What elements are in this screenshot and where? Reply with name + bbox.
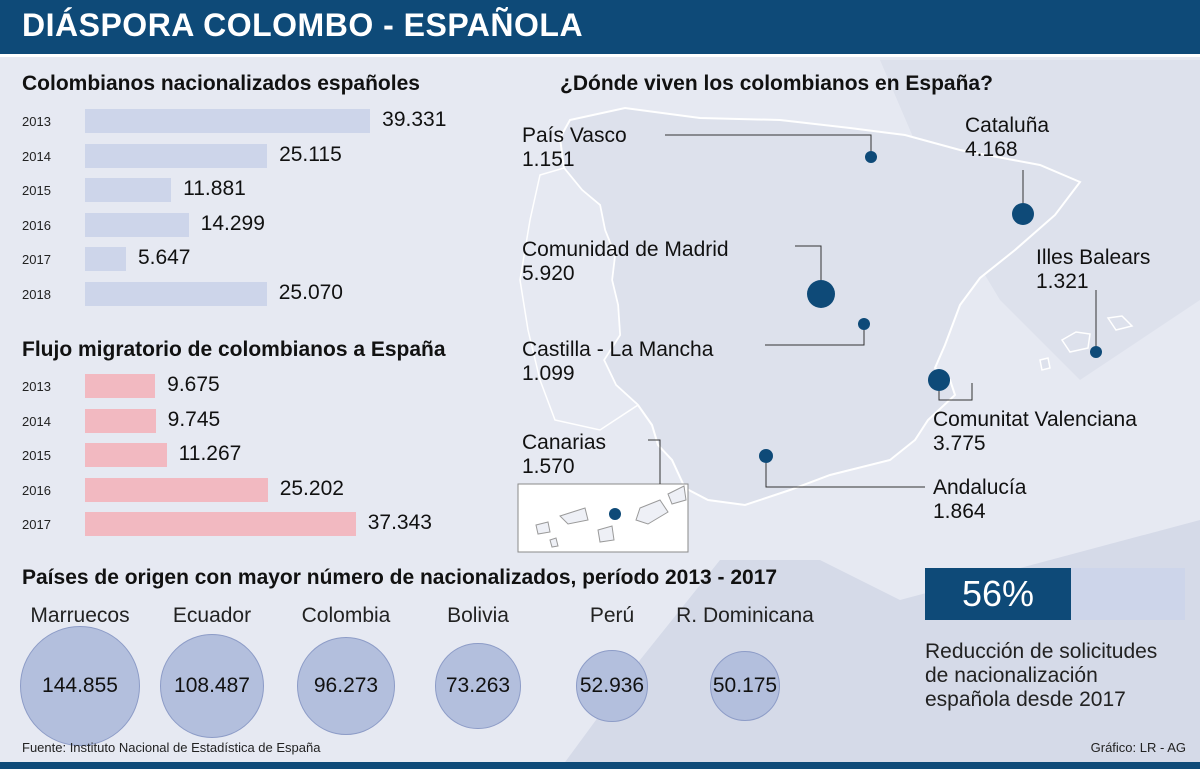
nacionalizados-bar: [85, 212, 189, 237]
map-point-name: Andalucía: [933, 476, 1027, 499]
map-point-label: Canarias 1.570: [522, 431, 606, 479]
country-value: 144.855: [42, 674, 118, 697]
map-point-name: Comunidad de Madrid: [522, 238, 729, 261]
map-point-name: Illes Balears: [1036, 246, 1151, 269]
map-point-value: 5.920: [522, 262, 575, 285]
flujo-value-label: 9.745: [167, 407, 221, 431]
map-point-name: Comunitat Valenciana: [933, 408, 1137, 431]
nacionalizados-bar: [85, 109, 371, 133]
country-name: Perú: [589, 604, 635, 627]
country-name: Colombia: [301, 604, 391, 627]
map-point-value: 1.570: [522, 455, 575, 478]
nacionalizados-bar: [85, 281, 267, 306]
map-point-label: Andalucía 1.864: [933, 476, 1026, 524]
flujo-bar: [85, 477, 268, 502]
credit-note: Gráfico: LR - AG: [1090, 740, 1186, 755]
flujo-year-label: 2015: [22, 448, 51, 463]
page-title: DIÁSPORA COLOMBO - ESPAÑOLA: [22, 7, 584, 43]
reduction-percent-fill: [925, 568, 1071, 620]
flujo-year-label: 2017: [22, 517, 51, 532]
map-point-value: 4.168: [965, 138, 1018, 161]
nacionalizados-value-label: 25.070: [278, 280, 343, 304]
nacionalizados-bar: [85, 143, 268, 168]
map-point-name: Cataluña: [965, 114, 1050, 137]
map-point-label: Illes Balears 1.321: [1036, 246, 1150, 294]
paises-title: Países de origen con mayor número de nac…: [22, 566, 778, 589]
country-circle: [709, 650, 781, 722]
flujo-title: Flujo migratorio de colombianos a España: [22, 338, 446, 361]
nacionalizados-year-label: 2013: [22, 114, 51, 129]
country-circle: [435, 643, 521, 729]
country-value: 50.175: [712, 674, 778, 697]
nacionalizados-value-label: 5.647: [137, 246, 191, 269]
reduction-description-line: Reducción de solicitudes: [925, 640, 1158, 663]
bottom-bar: [0, 762, 1200, 769]
map-point-value: 1.864: [933, 500, 986, 523]
nacionalizados-year-label: 2015: [22, 183, 51, 198]
map-point-label: Comunitat Valenciana 3.775: [933, 408, 1137, 456]
map-point-name: Canarias: [522, 431, 607, 454]
country-name: Marruecos: [30, 604, 130, 627]
flujo-value-label: 9.675: [167, 373, 220, 396]
map-point-name: Castilla - La Mancha: [522, 338, 714, 361]
country-name: R. Dominicana: [676, 604, 814, 627]
map-point-value: 1.099: [522, 362, 575, 385]
country-circle: [297, 637, 395, 735]
map-point-label: País Vasco 1.151: [522, 124, 627, 172]
nacionalizados-year-label: 2016: [22, 217, 51, 233]
nacionalizados-value-label: 25.115: [279, 142, 342, 166]
nacionalizados-title: Colombianos nacionalizados españoles: [22, 72, 420, 95]
flujo-year-label: 2016: [22, 482, 51, 498]
nacionalizados-bar: [85, 247, 126, 271]
flujo-value-label: 11.267: [178, 442, 242, 465]
reduction-description-line: de nacionalización: [925, 664, 1098, 687]
map-point-value: 3.775: [933, 432, 986, 455]
nacionalizados-bar: [85, 178, 172, 202]
flujo-value-label: 25.202: [279, 476, 344, 500]
reduction-percent-bar: 56%: [925, 568, 1185, 620]
reduction-percent-label: 56%: [961, 573, 1035, 614]
header-banner: DIÁSPORA COLOMBO - ESPAÑOLA: [0, 0, 1200, 57]
flujo-bar: [85, 443, 167, 467]
country-circle: [20, 626, 140, 746]
nacionalizados-year-label: 2018: [22, 286, 51, 302]
country-value: 96.273: [313, 674, 379, 697]
country-circle: [160, 634, 264, 738]
source-note: Fuente: Instituto Nacional de Estadístic…: [22, 740, 321, 755]
flujo-value-label: 37.343: [367, 511, 432, 534]
country-circle: [575, 649, 649, 723]
country-value: 52.936: [579, 674, 645, 697]
map-point-label: Castilla - La Mancha 1.099: [522, 338, 713, 386]
map-point-value: 1.321: [1036, 270, 1089, 293]
nacionalizados-year-label: 2014: [22, 148, 51, 164]
flujo-year-label: 2013: [22, 379, 51, 394]
nacionalizados-year-label: 2017: [22, 252, 51, 267]
reduction-description-line: española desde 2017: [925, 688, 1126, 711]
flujo-year-label: 2014: [22, 413, 51, 429]
map-point-name: País Vasco: [522, 124, 627, 147]
map-point-label: Cataluña 4.168: [965, 114, 1049, 162]
nacionalizados-value-label: 11.881: [183, 177, 246, 200]
flujo-bar: [85, 512, 356, 536]
map-point-value: 1.151: [522, 148, 575, 171]
map-title: ¿Dónde viven los colombianos en España?: [560, 72, 993, 95]
country-value: 73.263: [445, 674, 511, 697]
nacionalizados-value-label: 39.331: [382, 108, 447, 131]
nacionalizados-value-label: 14.299: [200, 211, 265, 235]
country-name: Bolivia: [447, 604, 509, 627]
flujo-bar: [85, 374, 156, 398]
map-point-label: Comunidad de Madrid 5.920: [522, 238, 729, 286]
country-name: Ecuador: [172, 604, 252, 627]
reduction-description: Reducción de solicitudes de nacionalizac…: [925, 640, 1195, 712]
flujo-bar: [85, 408, 156, 433]
country-value: 108.487: [174, 674, 250, 697]
